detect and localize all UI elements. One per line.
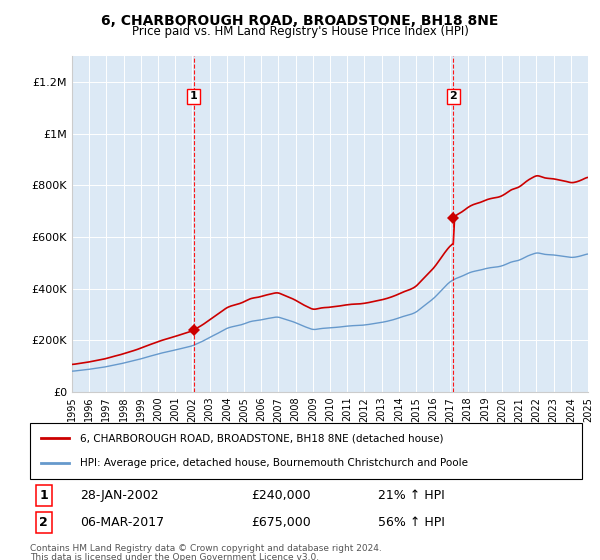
Text: £240,000: £240,000 xyxy=(251,489,310,502)
Text: 2: 2 xyxy=(449,91,457,101)
Text: 6, CHARBOROUGH ROAD, BROADSTONE, BH18 8NE (detached house): 6, CHARBOROUGH ROAD, BROADSTONE, BH18 8N… xyxy=(80,433,443,444)
Text: 21% ↑ HPI: 21% ↑ HPI xyxy=(378,489,445,502)
Text: Contains HM Land Registry data © Crown copyright and database right 2024.: Contains HM Land Registry data © Crown c… xyxy=(30,544,382,553)
Text: 2: 2 xyxy=(40,516,48,529)
Text: 1: 1 xyxy=(40,489,48,502)
Text: 56% ↑ HPI: 56% ↑ HPI xyxy=(378,516,445,529)
Text: 06-MAR-2017: 06-MAR-2017 xyxy=(80,516,164,529)
Text: 28-JAN-2002: 28-JAN-2002 xyxy=(80,489,158,502)
Text: Price paid vs. HM Land Registry's House Price Index (HPI): Price paid vs. HM Land Registry's House … xyxy=(131,25,469,38)
FancyBboxPatch shape xyxy=(30,423,582,479)
Text: 1: 1 xyxy=(190,91,197,101)
Text: HPI: Average price, detached house, Bournemouth Christchurch and Poole: HPI: Average price, detached house, Bour… xyxy=(80,458,467,468)
Text: This data is licensed under the Open Government Licence v3.0.: This data is licensed under the Open Gov… xyxy=(30,553,319,560)
Text: 6, CHARBOROUGH ROAD, BROADSTONE, BH18 8NE: 6, CHARBOROUGH ROAD, BROADSTONE, BH18 8N… xyxy=(101,14,499,28)
Text: £675,000: £675,000 xyxy=(251,516,311,529)
